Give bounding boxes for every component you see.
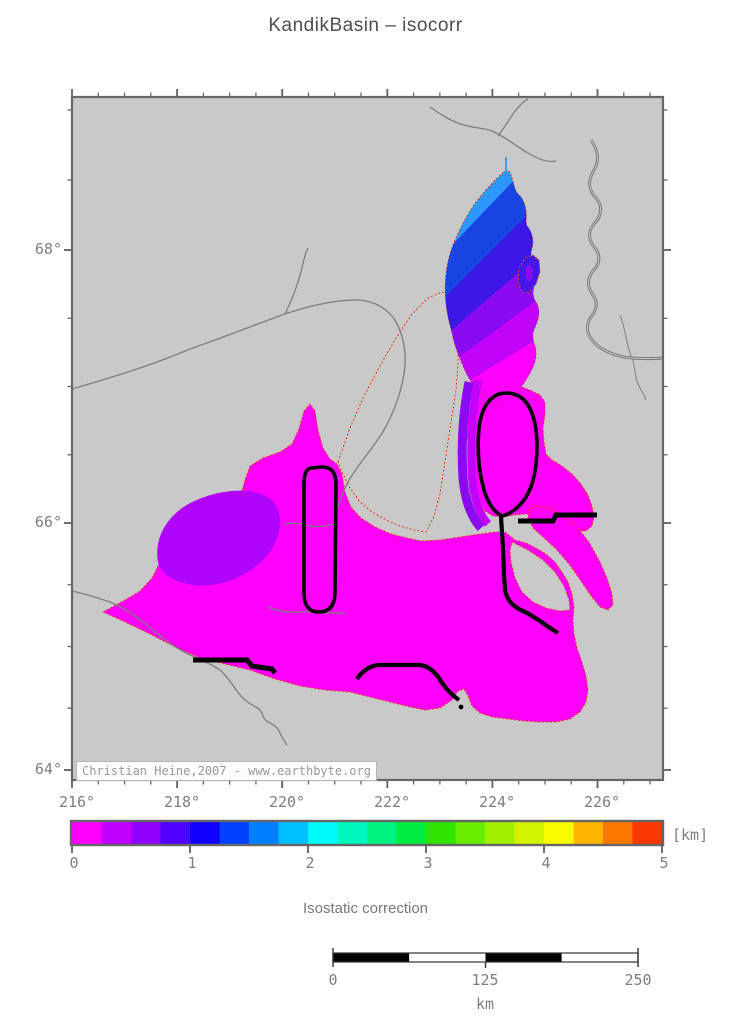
contour-east-loop: [476, 391, 539, 518]
colorbar-label-4: 4: [541, 854, 551, 872]
isocorr-band-violet: [457, 381, 485, 532]
x-tick-label-226: 226°: [583, 793, 621, 811]
y-tick-label-68: 68°: [34, 240, 62, 258]
river-east-thin-branch: [619, 314, 647, 401]
contour-west-loop: [302, 465, 338, 614]
colorbar-label-5: 5: [659, 854, 669, 872]
river-meander-center: [586, 139, 663, 360]
basin-east-slab: [464, 375, 595, 532]
scalebar-seg-black: [333, 953, 410, 962]
scalebar-label-125: 125: [471, 971, 499, 989]
basin-east-arm: [527, 505, 614, 611]
contour-sw-horizontal: [193, 657, 277, 675]
rivers: [72, 98, 647, 746]
attribution-box: Christian Heine,2007 - www.earthbyte.org: [76, 761, 377, 781]
ne-spur-core: [525, 265, 533, 281]
x-tick-label-222: 222°: [373, 793, 411, 811]
basin-south-body: [101, 403, 589, 723]
x-tick-label-224: 224°: [478, 793, 516, 811]
river-northeast: [429, 106, 557, 163]
figure-title: KandikBasin – isocorr: [268, 15, 463, 36]
contour-lines: [193, 391, 597, 710]
y-tick-label-66: 66°: [34, 513, 62, 531]
colorbar-segments: [72, 822, 663, 844]
valley-inlet: [337, 291, 459, 533]
scale-bar: [332, 948, 639, 968]
scalebar-seg-white: [409, 953, 486, 962]
x-tick-label-218: 218°: [163, 793, 201, 811]
scalebar-seg-white: [561, 953, 638, 962]
isocorr-band-purple: [467, 379, 492, 527]
colorbar-label-3: 3: [423, 854, 433, 872]
axis-ticks: [64, 89, 671, 788]
scalebar-label-0: 0: [328, 971, 338, 989]
colorbar-label-1: 1: [187, 854, 197, 872]
contour-descender: [498, 516, 560, 635]
scalebar-label-250: 250: [624, 971, 652, 989]
river-branch: [284, 247, 309, 315]
river-southwest: [72, 299, 406, 528]
contour-dot: [458, 704, 464, 710]
scalebar-unit: km: [475, 995, 495, 1013]
contour-east-horizontal: [518, 512, 597, 524]
x-tick-label-220: 220°: [268, 793, 306, 811]
y-tick-label-64: 64°: [34, 760, 62, 778]
contour-south-arc: [355, 662, 461, 702]
colorbar-label-2: 2: [305, 854, 315, 872]
map-content: [72, 98, 663, 746]
river-northeast-branch: [497, 98, 529, 137]
colorbar-label-0: 0: [69, 854, 79, 872]
colorbar-frame: [69, 819, 665, 847]
west-purple-patch: [157, 490, 281, 586]
colorbar-caption: Isostatic correction: [302, 900, 429, 917]
scalebar-seg-black: [485, 953, 562, 962]
bay-inlet: [509, 541, 571, 612]
colorbar-ticks: [71, 845, 663, 853]
colorbar-unit: [km]: [672, 826, 709, 844]
river-south: [72, 590, 288, 746]
x-tick-label-216: 216°: [58, 793, 96, 811]
